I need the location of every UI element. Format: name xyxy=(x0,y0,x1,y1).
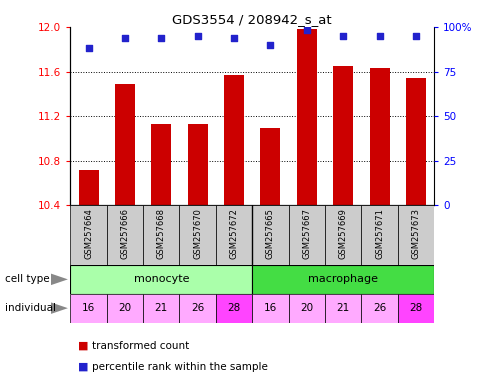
Text: 16: 16 xyxy=(82,303,95,313)
Text: 16: 16 xyxy=(263,303,276,313)
Point xyxy=(338,33,346,39)
FancyBboxPatch shape xyxy=(143,205,179,265)
Polygon shape xyxy=(51,303,68,314)
Text: percentile rank within the sample: percentile rank within the sample xyxy=(92,362,268,372)
FancyBboxPatch shape xyxy=(252,265,433,294)
FancyBboxPatch shape xyxy=(215,205,252,265)
Point xyxy=(302,27,310,33)
Text: monocyte: monocyte xyxy=(133,274,189,285)
Text: transformed count: transformed count xyxy=(92,341,189,351)
Title: GDS3554 / 208942_s_at: GDS3554 / 208942_s_at xyxy=(172,13,332,26)
Text: 20: 20 xyxy=(118,303,131,313)
FancyBboxPatch shape xyxy=(252,205,288,265)
FancyBboxPatch shape xyxy=(179,294,215,323)
Bar xyxy=(151,124,171,205)
Bar xyxy=(260,128,280,205)
FancyBboxPatch shape xyxy=(397,205,433,265)
Point xyxy=(121,35,129,41)
FancyBboxPatch shape xyxy=(179,205,215,265)
Text: GSM257669: GSM257669 xyxy=(338,209,347,259)
FancyBboxPatch shape xyxy=(70,205,106,265)
Text: ■: ■ xyxy=(77,341,88,351)
Text: GSM257667: GSM257667 xyxy=(302,209,311,260)
FancyBboxPatch shape xyxy=(324,205,361,265)
FancyBboxPatch shape xyxy=(397,294,433,323)
FancyBboxPatch shape xyxy=(361,205,397,265)
Text: 28: 28 xyxy=(227,303,240,313)
Point xyxy=(157,35,165,41)
Point xyxy=(229,35,237,41)
Polygon shape xyxy=(51,273,68,285)
FancyBboxPatch shape xyxy=(288,205,324,265)
Text: GSM257668: GSM257668 xyxy=(156,209,166,260)
Bar xyxy=(296,29,316,205)
FancyBboxPatch shape xyxy=(70,294,106,323)
Text: GSM257672: GSM257672 xyxy=(229,209,238,259)
Point xyxy=(193,33,201,39)
Text: ■: ■ xyxy=(77,362,88,372)
Text: GSM257665: GSM257665 xyxy=(265,209,274,259)
FancyBboxPatch shape xyxy=(215,294,252,323)
Point xyxy=(84,45,92,51)
Text: 21: 21 xyxy=(154,303,167,313)
Bar xyxy=(78,170,98,205)
Bar xyxy=(187,124,207,205)
Text: 26: 26 xyxy=(372,303,385,313)
Text: GSM257673: GSM257673 xyxy=(410,209,420,260)
FancyBboxPatch shape xyxy=(324,294,361,323)
Text: GSM257664: GSM257664 xyxy=(84,209,93,259)
Text: macrophage: macrophage xyxy=(307,274,378,285)
FancyBboxPatch shape xyxy=(143,294,179,323)
Point xyxy=(266,42,273,48)
Bar xyxy=(405,78,425,205)
Point xyxy=(375,33,382,39)
FancyBboxPatch shape xyxy=(288,294,324,323)
Text: cell type: cell type xyxy=(5,274,49,285)
Text: individual: individual xyxy=(5,303,56,313)
Text: 28: 28 xyxy=(408,303,422,313)
Bar xyxy=(224,75,243,205)
FancyBboxPatch shape xyxy=(106,205,143,265)
Text: GSM257671: GSM257671 xyxy=(374,209,383,259)
Bar xyxy=(115,84,135,205)
Text: 21: 21 xyxy=(336,303,349,313)
Bar xyxy=(369,68,389,205)
FancyBboxPatch shape xyxy=(70,265,252,294)
FancyBboxPatch shape xyxy=(361,294,397,323)
Text: 20: 20 xyxy=(300,303,313,313)
Text: GSM257666: GSM257666 xyxy=(120,209,129,260)
FancyBboxPatch shape xyxy=(106,294,143,323)
Text: 26: 26 xyxy=(191,303,204,313)
Text: GSM257670: GSM257670 xyxy=(193,209,202,259)
FancyBboxPatch shape xyxy=(252,294,288,323)
Bar xyxy=(333,66,352,205)
Point xyxy=(411,33,419,39)
